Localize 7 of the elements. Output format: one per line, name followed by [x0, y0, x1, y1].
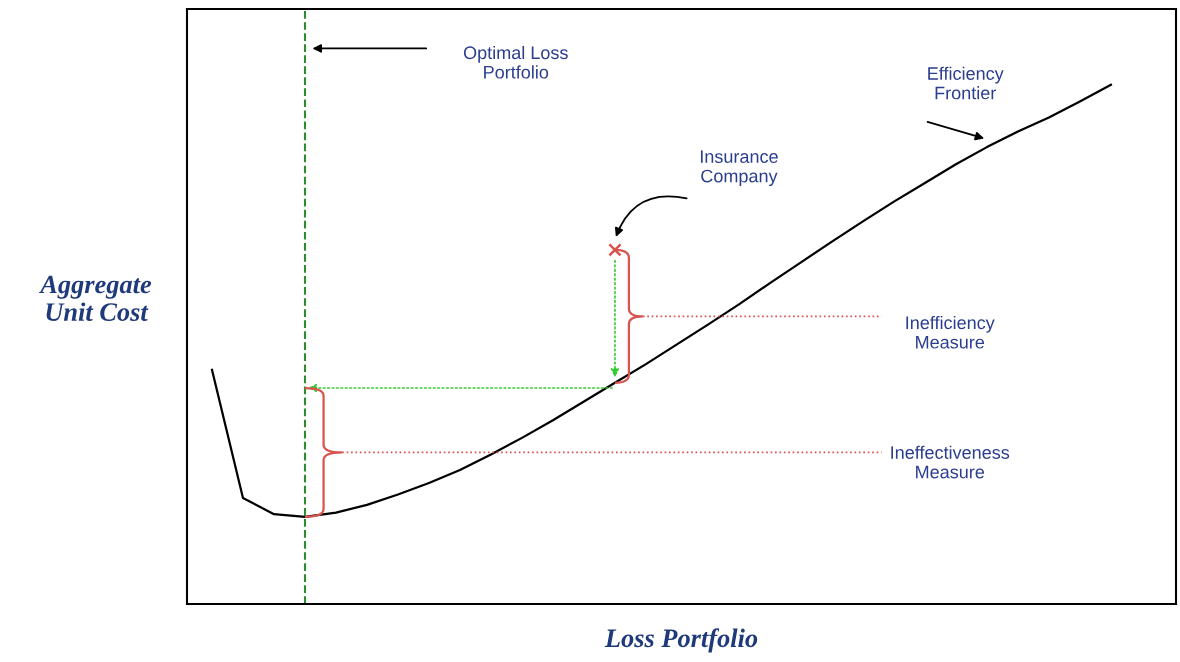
text: Optimal Loss Portfolio: [463, 45, 568, 79]
annotation: Efficiency Frontier: [928, 66, 1004, 100]
annotation: Inefficiency Measure: [906, 315, 995, 349]
x-axis-title: Loss Portfolio: [604, 628, 758, 653]
annotation: Insurance Company: [700, 150, 778, 187]
y-axis-title: Aggregate Unit Cost: [38, 275, 152, 321]
annotation: Ineffectiveness Measure: [891, 445, 1010, 479]
